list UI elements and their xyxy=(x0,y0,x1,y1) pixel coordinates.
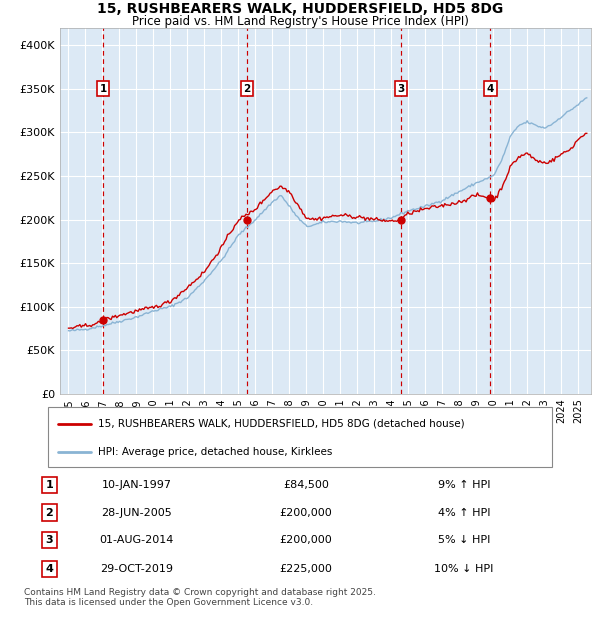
Text: 5% ↓ HPI: 5% ↓ HPI xyxy=(438,535,490,545)
Text: 1: 1 xyxy=(46,480,53,490)
Text: £200,000: £200,000 xyxy=(280,535,332,545)
Text: 4: 4 xyxy=(46,564,53,574)
Text: 3: 3 xyxy=(398,84,405,94)
Text: £84,500: £84,500 xyxy=(283,480,329,490)
Text: 29-OCT-2019: 29-OCT-2019 xyxy=(100,564,173,574)
Text: 1: 1 xyxy=(100,84,107,94)
Text: 4% ↑ HPI: 4% ↑ HPI xyxy=(437,508,490,518)
Text: 28-JUN-2005: 28-JUN-2005 xyxy=(101,508,172,518)
Text: 10% ↓ HPI: 10% ↓ HPI xyxy=(434,564,494,574)
Text: £225,000: £225,000 xyxy=(280,564,332,574)
Text: 2: 2 xyxy=(46,508,53,518)
Text: £200,000: £200,000 xyxy=(280,508,332,518)
Text: 4: 4 xyxy=(487,84,494,94)
Text: 10-JAN-1997: 10-JAN-1997 xyxy=(102,480,172,490)
Text: 2: 2 xyxy=(243,84,250,94)
Text: 01-AUG-2014: 01-AUG-2014 xyxy=(100,535,174,545)
Text: Contains HM Land Registry data © Crown copyright and database right 2025.
This d: Contains HM Land Registry data © Crown c… xyxy=(24,588,376,607)
Text: 15, RUSHBEARERS WALK, HUDDERSFIELD, HD5 8DG: 15, RUSHBEARERS WALK, HUDDERSFIELD, HD5 … xyxy=(97,2,503,16)
Text: 15, RUSHBEARERS WALK, HUDDERSFIELD, HD5 8DG (detached house): 15, RUSHBEARERS WALK, HUDDERSFIELD, HD5 … xyxy=(98,418,465,429)
Text: 9% ↑ HPI: 9% ↑ HPI xyxy=(437,480,490,490)
Text: 3: 3 xyxy=(46,535,53,545)
Text: HPI: Average price, detached house, Kirklees: HPI: Average price, detached house, Kirk… xyxy=(98,447,333,457)
Text: Price paid vs. HM Land Registry's House Price Index (HPI): Price paid vs. HM Land Registry's House … xyxy=(131,16,469,29)
